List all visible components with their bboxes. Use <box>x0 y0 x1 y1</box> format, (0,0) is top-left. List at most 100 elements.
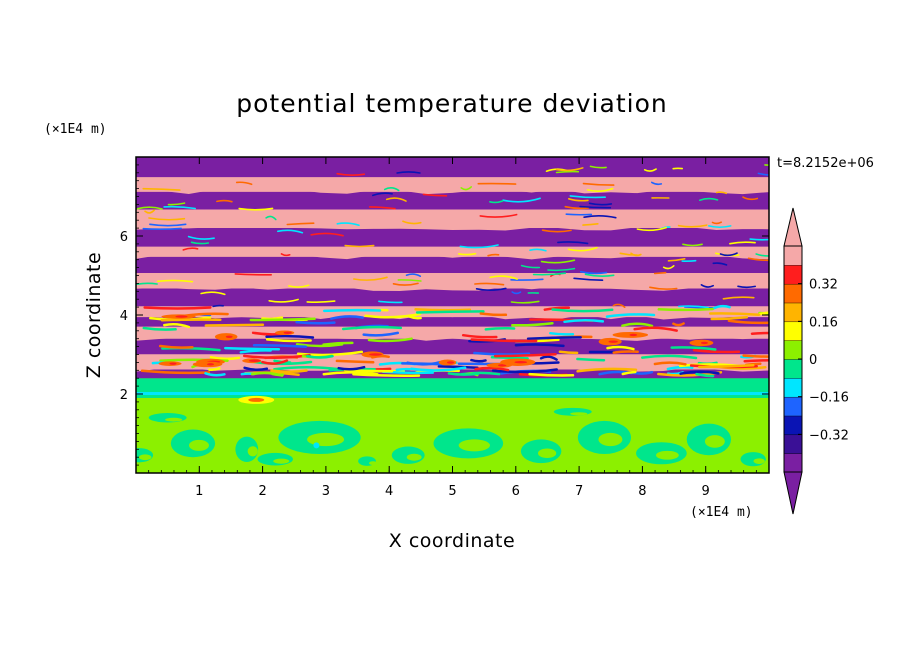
contour-streak <box>239 349 272 354</box>
green-blob-core <box>704 435 725 448</box>
contour-streak <box>395 367 411 372</box>
hot-streak <box>629 333 638 337</box>
colorbar: 0.32 0.16 0 −0.16 −0.32 <box>783 207 849 515</box>
contour-streak <box>563 318 605 324</box>
contour-streak <box>588 202 613 206</box>
contour-streak <box>641 354 698 360</box>
contour-streak <box>532 272 566 276</box>
contour-streak <box>335 359 375 364</box>
green-blob-core <box>406 453 422 461</box>
contour-streak <box>209 355 241 361</box>
colorbar-segment <box>783 434 803 454</box>
contour-streak <box>708 225 732 229</box>
plot-area <box>136 157 769 473</box>
contour-streak <box>270 369 308 373</box>
contour-streak <box>672 322 685 327</box>
contour-streak <box>410 366 467 372</box>
contour-streak <box>692 348 741 354</box>
colorbar-lower-extension <box>783 471 803 515</box>
band-pink <box>136 270 769 289</box>
contour-streak <box>479 213 518 218</box>
colorbar-segment <box>783 245 803 266</box>
contour-streak <box>710 315 749 321</box>
contour-streak <box>378 300 403 304</box>
contour-streak <box>651 181 663 186</box>
contour-streak <box>273 366 341 371</box>
contour-streak <box>708 312 761 316</box>
contour-streak <box>633 326 678 332</box>
colorbar-segment <box>783 452 803 473</box>
contour-streak <box>306 354 334 359</box>
x-tick-label: 7 <box>575 484 583 499</box>
contour-streak <box>296 350 364 357</box>
contour-streak <box>336 222 360 227</box>
contour-streak <box>158 344 194 349</box>
contour-streak <box>268 298 299 303</box>
contour-streak <box>681 259 697 263</box>
green-blob-core <box>273 458 290 464</box>
contour-streak <box>582 182 615 186</box>
green-blob-core <box>753 458 765 465</box>
contour-streak <box>136 282 158 285</box>
x-tick-label: 8 <box>638 484 646 499</box>
contour-streak <box>238 207 274 211</box>
y-tick-label: 6 <box>120 230 128 245</box>
lower-layer-contours <box>136 378 769 467</box>
contour-streak <box>520 264 541 269</box>
contour-streak <box>584 273 615 277</box>
colorbar-segment <box>783 302 803 323</box>
contour-streak <box>187 235 215 240</box>
contour-streak <box>250 371 284 377</box>
contour-streak <box>755 253 769 257</box>
contour-streak <box>163 205 196 210</box>
contour-streak <box>204 323 265 327</box>
contour-streak <box>491 368 558 374</box>
hot-streak <box>608 340 618 343</box>
colorbar-segment <box>783 264 803 285</box>
y-tick-label: 2 <box>120 388 128 403</box>
contour-streak <box>475 287 507 292</box>
contour-streak <box>750 331 769 335</box>
contour-streak <box>758 311 769 316</box>
contour-streak <box>700 284 714 288</box>
contour-streak <box>447 372 480 376</box>
contour-streak <box>401 362 443 366</box>
colorbar-segment <box>783 358 803 379</box>
contour-streak <box>541 229 572 233</box>
contour-streak <box>743 359 769 363</box>
contour-streak <box>742 354 769 358</box>
contour-streak <box>682 243 703 247</box>
contour-streak <box>249 317 316 322</box>
contour-streak <box>142 227 182 231</box>
contour-streak <box>568 198 589 202</box>
contour-streak <box>265 215 277 221</box>
green-blob-core <box>165 417 183 422</box>
contour-streak <box>265 338 312 343</box>
contour-streak <box>461 333 498 339</box>
contour-streak <box>699 197 719 201</box>
green-blob-core <box>458 439 490 452</box>
colorbar-tick-label: 0 <box>809 353 817 368</box>
contour-streak <box>558 350 579 355</box>
band-purple <box>136 286 769 307</box>
contour-streak <box>540 259 576 264</box>
contour-streak <box>576 357 606 362</box>
contour-streak <box>612 303 626 308</box>
contour-streak <box>470 338 538 343</box>
band-purple <box>136 314 769 327</box>
x-tick-label: 5 <box>448 484 456 499</box>
contour-streak <box>712 262 728 266</box>
colorbar-segment <box>783 415 803 436</box>
warm-patch-core <box>248 397 265 402</box>
contour-streak <box>749 238 769 241</box>
green-blob-core <box>369 461 378 466</box>
band-pink <box>136 174 769 192</box>
contour-streak <box>344 244 375 248</box>
contour-streak <box>252 344 308 348</box>
band-pink <box>136 244 769 257</box>
hot-streak <box>175 315 188 318</box>
hot-streak <box>498 364 507 367</box>
chart-title: potential temperature deviation <box>236 89 667 118</box>
contour-streak <box>711 221 722 225</box>
